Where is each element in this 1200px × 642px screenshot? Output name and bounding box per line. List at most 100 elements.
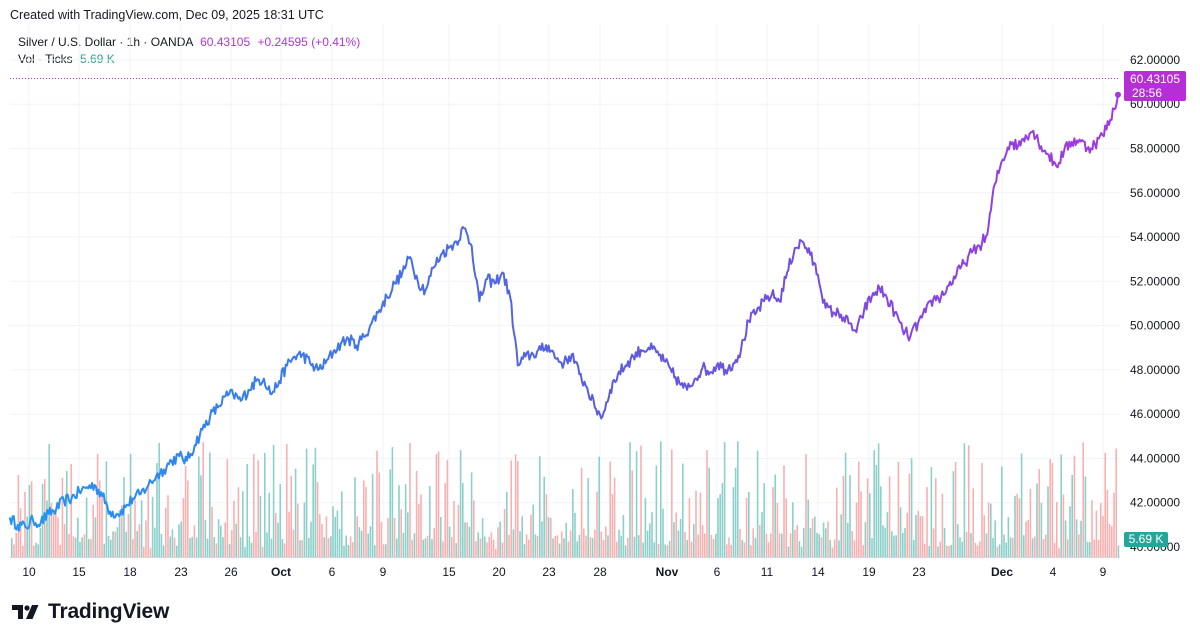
volume-bar (838, 540, 840, 557)
volume-bar (822, 522, 825, 557)
volume-bar (435, 454, 438, 557)
volume-bar (1056, 502, 1058, 557)
volume-bar (800, 547, 803, 557)
volume-bar (651, 512, 653, 557)
volume-bar (820, 537, 823, 557)
volume-bar (594, 529, 596, 557)
volume-bar (965, 532, 968, 557)
volume-bar (222, 537, 224, 557)
volume-bar (1075, 519, 1078, 557)
tradingview-logo[interactable]: TradingView (12, 600, 169, 624)
volume-bar (503, 508, 506, 557)
volume-bar (354, 477, 356, 557)
volume-bar (99, 480, 101, 557)
volume-bar (103, 543, 105, 557)
volume-bar (635, 451, 638, 557)
volume-bar (270, 538, 273, 557)
volume-bar (189, 538, 191, 557)
volume-bar (609, 461, 611, 557)
volume-bar (50, 502, 53, 557)
volume-bar (396, 538, 398, 557)
volume-bar (88, 539, 90, 557)
volume-bar (767, 542, 770, 557)
legend-vol-label[interactable]: Vol · Ticks (18, 52, 73, 66)
volume-bar (184, 465, 187, 557)
volume-bar (369, 526, 372, 557)
volume-bar (275, 513, 277, 557)
volume-bar (642, 542, 644, 557)
volume-bar (569, 530, 572, 557)
volume-bar (983, 515, 985, 557)
volume-bar (330, 536, 332, 557)
volume-bar (35, 542, 37, 557)
volume-bar (211, 506, 213, 557)
legend-symbol[interactable]: Silver / U.S. Dollar · 1h · OANDA (18, 35, 193, 49)
volume-bar (261, 547, 264, 557)
volume-bar (1029, 489, 1032, 557)
volume-bar (578, 534, 581, 557)
volume-bar (576, 541, 578, 557)
x-axis[interactable]: 10 15 18 23 26 Oct 6 9 15 20 23 28 Nov 6 11 14 19 23 Dec 4 9 (22, 565, 1106, 579)
volume-bar (294, 468, 297, 557)
y-axis[interactable]: 62.0000060.0000058.0000056.0000054.00000… (1130, 53, 1180, 554)
volume-bar (906, 512, 908, 557)
volume-bar (1045, 534, 1047, 557)
volume-bar (974, 542, 977, 557)
x-tick-label: 18 (123, 565, 137, 579)
last-price-dot (1115, 91, 1121, 98)
volume-bar (574, 512, 576, 557)
volume-bar (17, 475, 20, 557)
volume-bar (217, 519, 220, 557)
volume-bar (154, 527, 156, 557)
volume-bar (763, 483, 765, 557)
volume-bar (774, 474, 776, 557)
volume-bar (596, 491, 598, 557)
volume-bar (756, 450, 759, 557)
volume-bar (880, 486, 882, 557)
volume-bar (204, 519, 207, 557)
volume-bar (589, 537, 592, 557)
volume-bar (404, 484, 407, 557)
volume-bar (662, 508, 664, 557)
volume-bar (706, 450, 708, 557)
volume-bar (94, 517, 97, 557)
volume-bar (253, 454, 255, 557)
volume-bar (11, 537, 13, 557)
volume-bar (90, 539, 92, 557)
volume-bar (1020, 453, 1023, 557)
volume-bar (732, 487, 735, 557)
volume-bar (426, 535, 429, 557)
volume-bar (264, 453, 266, 557)
volume-bar (70, 463, 72, 557)
volume-bar (112, 531, 114, 557)
volume-bar (220, 525, 222, 557)
volume-bar (33, 545, 35, 557)
volume-bar (1042, 539, 1045, 557)
volume-bar (48, 444, 50, 557)
volume-bar (411, 539, 413, 557)
volume-bar (495, 548, 497, 557)
volume-bar (1082, 442, 1084, 557)
volume-bar (413, 533, 416, 557)
volume-bar (1086, 541, 1089, 557)
y-tick-label: 42.00000 (1130, 496, 1180, 510)
volume-bar (206, 538, 209, 557)
x-tick-label: 4 (1050, 565, 1057, 579)
volume-bar (178, 524, 180, 557)
volume-bar (272, 445, 275, 557)
volume-bar (866, 478, 869, 557)
volume-bar (1100, 503, 1102, 557)
volume-bar (123, 477, 125, 557)
volume-bar (501, 542, 504, 557)
volume-bar (336, 510, 339, 557)
volume-bar (325, 516, 328, 557)
volume-bar (74, 537, 77, 557)
price-tag-value: 60.43105 (1130, 72, 1180, 86)
volume-bar (591, 538, 594, 557)
volume-bar (686, 539, 688, 557)
volume-bar (899, 507, 902, 557)
volume-bar (488, 536, 490, 557)
volume-bar (598, 456, 600, 557)
volume-bar (979, 541, 981, 557)
